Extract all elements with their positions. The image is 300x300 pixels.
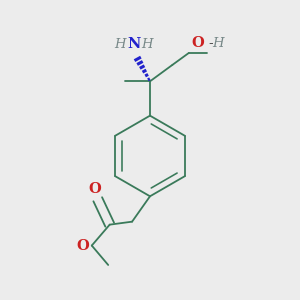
Text: O: O — [76, 238, 89, 253]
Text: N: N — [127, 38, 140, 52]
Text: O: O — [191, 36, 204, 50]
Text: -: - — [208, 37, 213, 50]
Text: H: H — [212, 37, 224, 50]
Text: H: H — [141, 38, 153, 51]
Text: H: H — [114, 38, 126, 51]
Text: O: O — [88, 182, 101, 196]
